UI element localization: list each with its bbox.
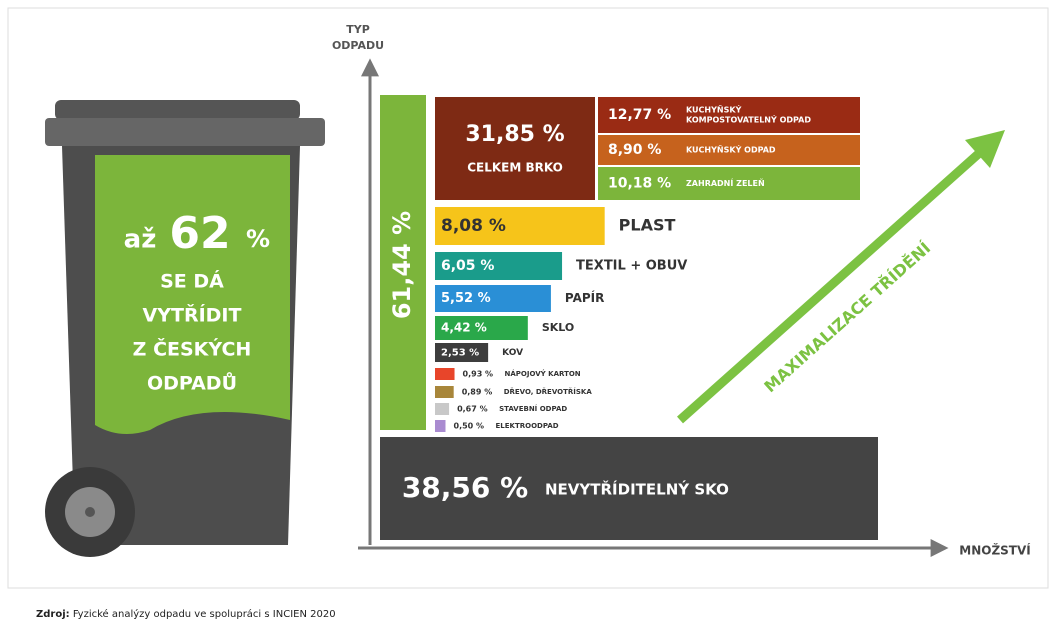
item-label: 6,05 %: [441, 258, 494, 274]
brko-part-label: 8,90 %: [608, 142, 661, 158]
item-bar: [435, 285, 551, 312]
arrow-head: [965, 130, 1005, 168]
item-bar: [435, 343, 489, 362]
item-label: 2,53 %: [441, 348, 479, 359]
item-bar: [435, 386, 454, 398]
brko-part: [598, 97, 860, 133]
item-name: ELEKTROODPAD: [496, 422, 559, 430]
item-name: SKLO: [542, 321, 574, 334]
bin-line: ODPADŮ: [147, 371, 237, 395]
item-bar: [435, 207, 605, 245]
brko-label: 31,85 %: [465, 122, 564, 147]
item-bar: [435, 420, 446, 432]
item-bar: [435, 316, 528, 340]
unsortable-name: NEVYTŘÍDITELNÝ SKO: [545, 480, 729, 499]
item-label: 0,89 %: [462, 388, 493, 397]
arrow: [677, 144, 988, 424]
y-axis-label: ODPADU: [332, 39, 384, 52]
item-label: 8,08 %: [441, 216, 506, 236]
y-axis-label: TYP: [346, 23, 370, 36]
unsortable-label: 38,56 %: [402, 471, 528, 504]
item-name: PAPÍR: [565, 290, 604, 305]
frame: [7, 7, 1049, 589]
item-bar: [435, 252, 563, 280]
sortable-bar: [380, 95, 426, 430]
item-label: 0,93 %: [463, 370, 494, 379]
brko-name: CELKEM BRKO: [467, 161, 563, 175]
brko-block: [435, 97, 595, 200]
source: Zdroj: Fyzické analýzy odpadu ve spolupr…: [36, 608, 336, 620]
brko-part-name: KUCHYŇSKÝ: [686, 104, 742, 115]
item-label: 0,50 %: [454, 422, 485, 431]
source-prefix: Zdroj:: [36, 609, 70, 620]
item-bar: [435, 368, 455, 380]
bin-line: Z ČESKÝCH: [133, 337, 252, 361]
arrow-label: MAXIMALIZACE TŘÍDĚNÍ: [760, 238, 934, 396]
brko-part-label: 10,18 %: [608, 176, 671, 192]
source-text: Fyzické analýzy odpadu ve spolupráci s I…: [70, 608, 336, 620]
brko-part: [598, 135, 860, 165]
bin-line: SE DÁ: [160, 270, 224, 293]
item-bar: [435, 403, 450, 415]
bin-line: VYTŘÍDIT: [143, 304, 242, 327]
brko-part: [598, 167, 860, 200]
unsortable-bar: [380, 437, 878, 540]
item-label: 5,52 %: [441, 291, 491, 306]
sortable-total: 61,44 %: [388, 211, 416, 319]
item-label: 4,42 %: [441, 321, 487, 335]
x-axis-label: MNOŽSTVÍ: [959, 543, 1031, 558]
item-name: DŘEVO, DŘEVOTŘÍSKA: [504, 387, 593, 396]
item-name: TEXTIL + OBUV: [576, 259, 687, 274]
bin-number: 62: [169, 208, 230, 259]
item-name: KOV: [502, 348, 523, 358]
brko-part-label: 12,77 %: [608, 107, 671, 123]
item-name: STAVEBNÍ ODPAD: [499, 404, 567, 413]
bin-unit: %: [246, 225, 270, 253]
bin: [45, 100, 325, 557]
item-name: NÁPOJOVÝ KARTON: [505, 369, 581, 378]
brko-part-name: ZAHRADNÍ ZELEŇ: [686, 177, 765, 188]
item-label: 0,67 %: [457, 405, 488, 414]
brko-part-name: KUCHYŇSKÝ ODPAD: [686, 144, 776, 155]
bin-prefix: až: [124, 225, 157, 255]
item-name: PLAST: [619, 216, 676, 235]
brko-part-name: KOMPOSTOVATELNÝ ODPAD: [686, 114, 811, 125]
